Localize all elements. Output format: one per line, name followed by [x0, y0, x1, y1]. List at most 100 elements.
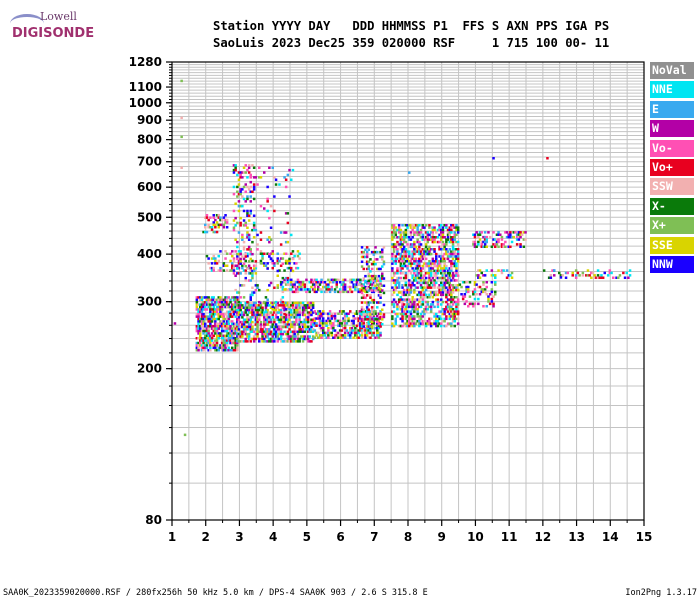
echo-point: [343, 324, 347, 327]
echo-point: [214, 341, 217, 345]
echo-point: [423, 286, 426, 289]
echo-point: [391, 257, 394, 261]
echo-point: [276, 316, 279, 319]
echo-point: [379, 322, 382, 325]
echo-point: [369, 313, 372, 316]
echo-point: [212, 230, 215, 234]
echo-point: [504, 231, 507, 234]
echo-point: [327, 285, 330, 289]
echo-point: [335, 283, 338, 286]
echo-point: [236, 240, 239, 244]
echo-point: [225, 218, 229, 222]
echo-point: [359, 283, 362, 286]
echo-point: [441, 300, 445, 304]
echo-point: [411, 322, 414, 325]
echo-point: [510, 235, 514, 239]
echo-point: [225, 317, 229, 321]
echo-point: [337, 336, 340, 339]
echo-point: [450, 305, 453, 309]
echo-point: [303, 320, 306, 324]
echo-point: [522, 245, 526, 248]
echo-point: [392, 303, 396, 306]
echo-point: [207, 218, 210, 222]
echo-point: [200, 305, 204, 309]
echo-point: [424, 324, 428, 328]
echo-point: [359, 329, 362, 332]
echo-point: [431, 303, 435, 306]
echo-point: [357, 319, 360, 323]
echo-point: [510, 276, 514, 279]
echo-point: [485, 305, 488, 308]
echo-point: [369, 325, 372, 328]
echo-point: [367, 320, 370, 323]
echo-point: [266, 308, 269, 312]
echo-point: [402, 257, 406, 261]
echo-point: [509, 231, 512, 234]
echo-point: [365, 255, 369, 259]
echo-point: [433, 274, 436, 277]
echo-point: [401, 300, 404, 304]
echo-point: [391, 252, 394, 256]
echo-point: [232, 341, 236, 345]
echo-point: [281, 285, 285, 289]
echo-point: [288, 337, 291, 341]
echo-point: [505, 231, 509, 234]
echo-point: [202, 329, 205, 333]
echo-point: [242, 313, 246, 317]
echo-point: [283, 308, 286, 311]
echo-point: [236, 255, 239, 258]
echo-point: [360, 291, 364, 295]
echo-point: [413, 260, 416, 263]
echo-point: [224, 257, 227, 260]
echo-point: [276, 332, 279, 336]
echo-point: [453, 315, 456, 318]
echo-point: [396, 252, 399, 256]
echo-point: [367, 285, 370, 289]
echo-point: [295, 313, 298, 317]
echo-point: [266, 267, 269, 270]
echo-point: [450, 262, 453, 265]
echo-point: [283, 323, 286, 326]
echo-point: [222, 298, 226, 302]
echo-point: [416, 226, 419, 229]
echo-point: [357, 278, 360, 282]
echo-point: [244, 276, 247, 280]
echo-point: [364, 281, 367, 284]
legend-entry: Vo-: [650, 139, 694, 157]
echo-point: [232, 322, 236, 326]
echo-point: [451, 288, 455, 292]
echo-point: [232, 305, 236, 309]
echo-point: [455, 310, 458, 313]
echo-point: [435, 312, 438, 316]
echo-point: [239, 216, 242, 220]
echo-point: [376, 258, 379, 261]
echo-point: [352, 283, 355, 286]
echo-point: [244, 183, 247, 186]
echo-point: [418, 324, 421, 328]
echo-point: [485, 285, 488, 289]
echo-point: [313, 329, 317, 332]
echo-point: [401, 231, 404, 234]
echo-point: [349, 331, 352, 335]
echo-point: [428, 250, 431, 253]
echo-point: [448, 322, 451, 325]
echo-point: [197, 317, 200, 321]
legend-entry: SSE: [650, 236, 694, 254]
echo-point: [273, 328, 276, 331]
echo-point: [288, 308, 291, 311]
echo-point: [411, 262, 414, 265]
echo-point: [279, 320, 283, 324]
echo-point: [428, 279, 431, 282]
echo-point: [303, 308, 306, 312]
echo-point: [320, 290, 323, 294]
echo-point: [421, 315, 424, 318]
echo-point: [340, 322, 344, 325]
echo-point: [428, 284, 431, 287]
echo-point: [446, 279, 450, 282]
echo-point: [443, 257, 446, 261]
echo-point: [450, 288, 453, 292]
echo-point: [232, 310, 236, 314]
echo-point: [197, 296, 200, 299]
echo-point: [372, 334, 376, 337]
echo-point: [362, 283, 365, 286]
